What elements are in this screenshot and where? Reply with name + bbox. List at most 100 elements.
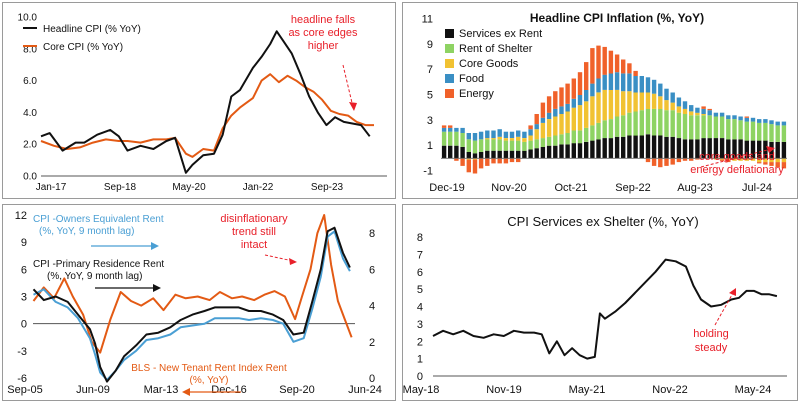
bar-segment-rent-of-shelter xyxy=(775,125,780,142)
x-tick-label: Sep-18 xyxy=(104,182,137,193)
bar-segment-rent-of-shelter xyxy=(732,119,737,140)
bar-segment-energy xyxy=(695,158,700,160)
bar-segment-rent-of-shelter xyxy=(781,125,787,142)
x-tick-label: Sep-05 xyxy=(7,384,42,396)
annotation-arrow-line xyxy=(264,254,294,262)
chart-4-title: CPI Services ex Shelter (%, YoY) xyxy=(507,214,698,229)
y-tick-label: 8.0 xyxy=(23,44,37,55)
y-tick-label: 4.0 xyxy=(23,108,37,119)
bar-segment-rent-of-shelter xyxy=(670,110,675,137)
bar-segment-services-ex-rent xyxy=(701,138,706,159)
y-tick-label-right: 0 xyxy=(369,373,375,385)
bar-segment-core-goods xyxy=(534,129,539,140)
bar-segment-energy xyxy=(540,102,546,118)
bar-segment-food xyxy=(441,127,447,132)
bar-segment-energy xyxy=(763,162,768,165)
x-tick-label: Nov-20 xyxy=(491,182,526,194)
bar-segment-energy xyxy=(441,125,447,128)
bar-segment-energy xyxy=(596,45,601,79)
bar-segment-energy xyxy=(503,158,509,164)
x-tick-label: Sep-22 xyxy=(615,182,650,194)
bar-segment-food xyxy=(509,131,515,138)
bar-segment-services-ex-rent xyxy=(621,136,626,159)
bar-segment-rent-of-shelter xyxy=(621,115,626,137)
bar-segment-services-ex-rent xyxy=(528,149,533,159)
bar-segment-services-ex-rent xyxy=(584,141,589,159)
bar-segment-energy xyxy=(775,162,780,168)
bar-segment-core-goods xyxy=(763,158,768,163)
bar-segment-food xyxy=(602,74,607,90)
bar-segment-energy xyxy=(559,87,564,107)
bar-segment-energy xyxy=(577,72,583,95)
bar-segment-core-goods xyxy=(682,108,688,114)
bar-segment-core-goods xyxy=(590,96,595,126)
bar-segment-services-ex-rent xyxy=(559,144,564,159)
bar-segment-energy xyxy=(472,159,478,174)
y-tick-label-left: 6 xyxy=(21,264,27,276)
bar-segment-rent-of-shelter xyxy=(478,139,484,152)
bar-segment-core-goods xyxy=(540,122,546,139)
x-tick-label: Jul-24 xyxy=(742,182,772,194)
bar-segment-rent-of-shelter xyxy=(689,115,694,140)
bar-segment-food xyxy=(608,73,614,90)
bar-segment-services-ex-rent xyxy=(540,146,546,159)
y-tick-label-left: 3 xyxy=(21,292,27,304)
bar-segment-services-ex-rent xyxy=(516,150,521,159)
bar-segment-core-goods xyxy=(509,138,515,141)
bar-segment-food xyxy=(621,73,626,92)
bar-segment-energy xyxy=(534,114,539,125)
bar-segment-food xyxy=(676,97,682,107)
bar-segment-energy xyxy=(757,162,762,164)
bar-segment-services-ex-rent xyxy=(590,140,595,159)
bar-segment-food xyxy=(614,72,620,90)
y-tick-label-left: 9 xyxy=(21,237,27,249)
bar-segment-services-ex-rent xyxy=(596,139,601,159)
bar-segment-core-goods xyxy=(571,107,576,131)
x-tick-label: Jun-24 xyxy=(348,384,382,396)
bar-segment-energy xyxy=(701,106,706,109)
bar-segment-rent-of-shelter xyxy=(596,122,601,140)
bar-segment-core-goods xyxy=(546,119,552,137)
bar-segment-rent-of-shelter xyxy=(738,120,743,140)
bar-segment-energy xyxy=(491,158,496,164)
bar-segment-services-ex-rent xyxy=(744,140,749,159)
y-tick-label: 10.0 xyxy=(18,13,38,24)
bar-segment-food xyxy=(516,130,521,137)
bar-segment-core-goods xyxy=(769,158,774,163)
bar-segment-rent-of-shelter xyxy=(491,139,496,151)
y-tick-label-left: 0 xyxy=(21,319,27,331)
y-tick-label-left: 12 xyxy=(15,210,27,222)
x-tick-label: May-20 xyxy=(172,182,206,193)
bar-segment-rent-of-shelter xyxy=(757,122,762,141)
bar-segment-energy xyxy=(633,70,638,76)
chart-2-svg: Headline CPI Inflation (%, YoY) -1 1 3 5 7 9 1… xyxy=(422,11,787,194)
bar-segment-core-goods xyxy=(664,100,669,111)
primary-rent-arrowhead xyxy=(153,284,161,292)
bar-segment-food xyxy=(454,127,459,132)
x-tick-label: Jan-17 xyxy=(36,182,67,193)
bar-segment-energy xyxy=(664,158,669,166)
bar-segment-services-ex-rent xyxy=(707,138,712,159)
bar-segment-core-goods xyxy=(621,91,626,116)
bar-segment-food xyxy=(528,129,533,136)
bar-segment-rent-of-shelter xyxy=(744,121,749,141)
legend-swatch xyxy=(445,74,454,83)
annotation-arrowhead xyxy=(729,288,736,296)
bar-segment-food xyxy=(503,131,509,138)
bar-segment-services-ex-rent xyxy=(763,140,768,159)
x-tick-label: Mar-13 xyxy=(144,384,179,396)
bar-segment-services-ex-rent xyxy=(577,143,583,159)
bar-segment-services-ex-rent xyxy=(670,136,675,159)
bar-segment-rent-of-shelter xyxy=(577,130,583,144)
bar-segment-core-goods xyxy=(584,101,589,128)
x-tick-label: Oct-21 xyxy=(554,182,587,194)
bar-segment-rent-of-shelter xyxy=(571,130,576,144)
bar-segment-energy xyxy=(584,62,589,90)
annotation-line-2: trend still xyxy=(232,226,276,238)
bar-segment-energy xyxy=(565,83,570,104)
bar-segment-rent-of-shelter xyxy=(534,139,539,149)
y-tick-label: 9 xyxy=(427,39,433,51)
legend-swatch xyxy=(445,29,454,38)
bar-segment-energy xyxy=(485,158,490,166)
x-tick-label: Nov-22 xyxy=(652,384,687,396)
